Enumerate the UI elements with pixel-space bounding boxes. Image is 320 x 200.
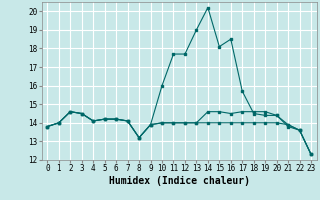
X-axis label: Humidex (Indice chaleur): Humidex (Indice chaleur) bbox=[109, 176, 250, 186]
